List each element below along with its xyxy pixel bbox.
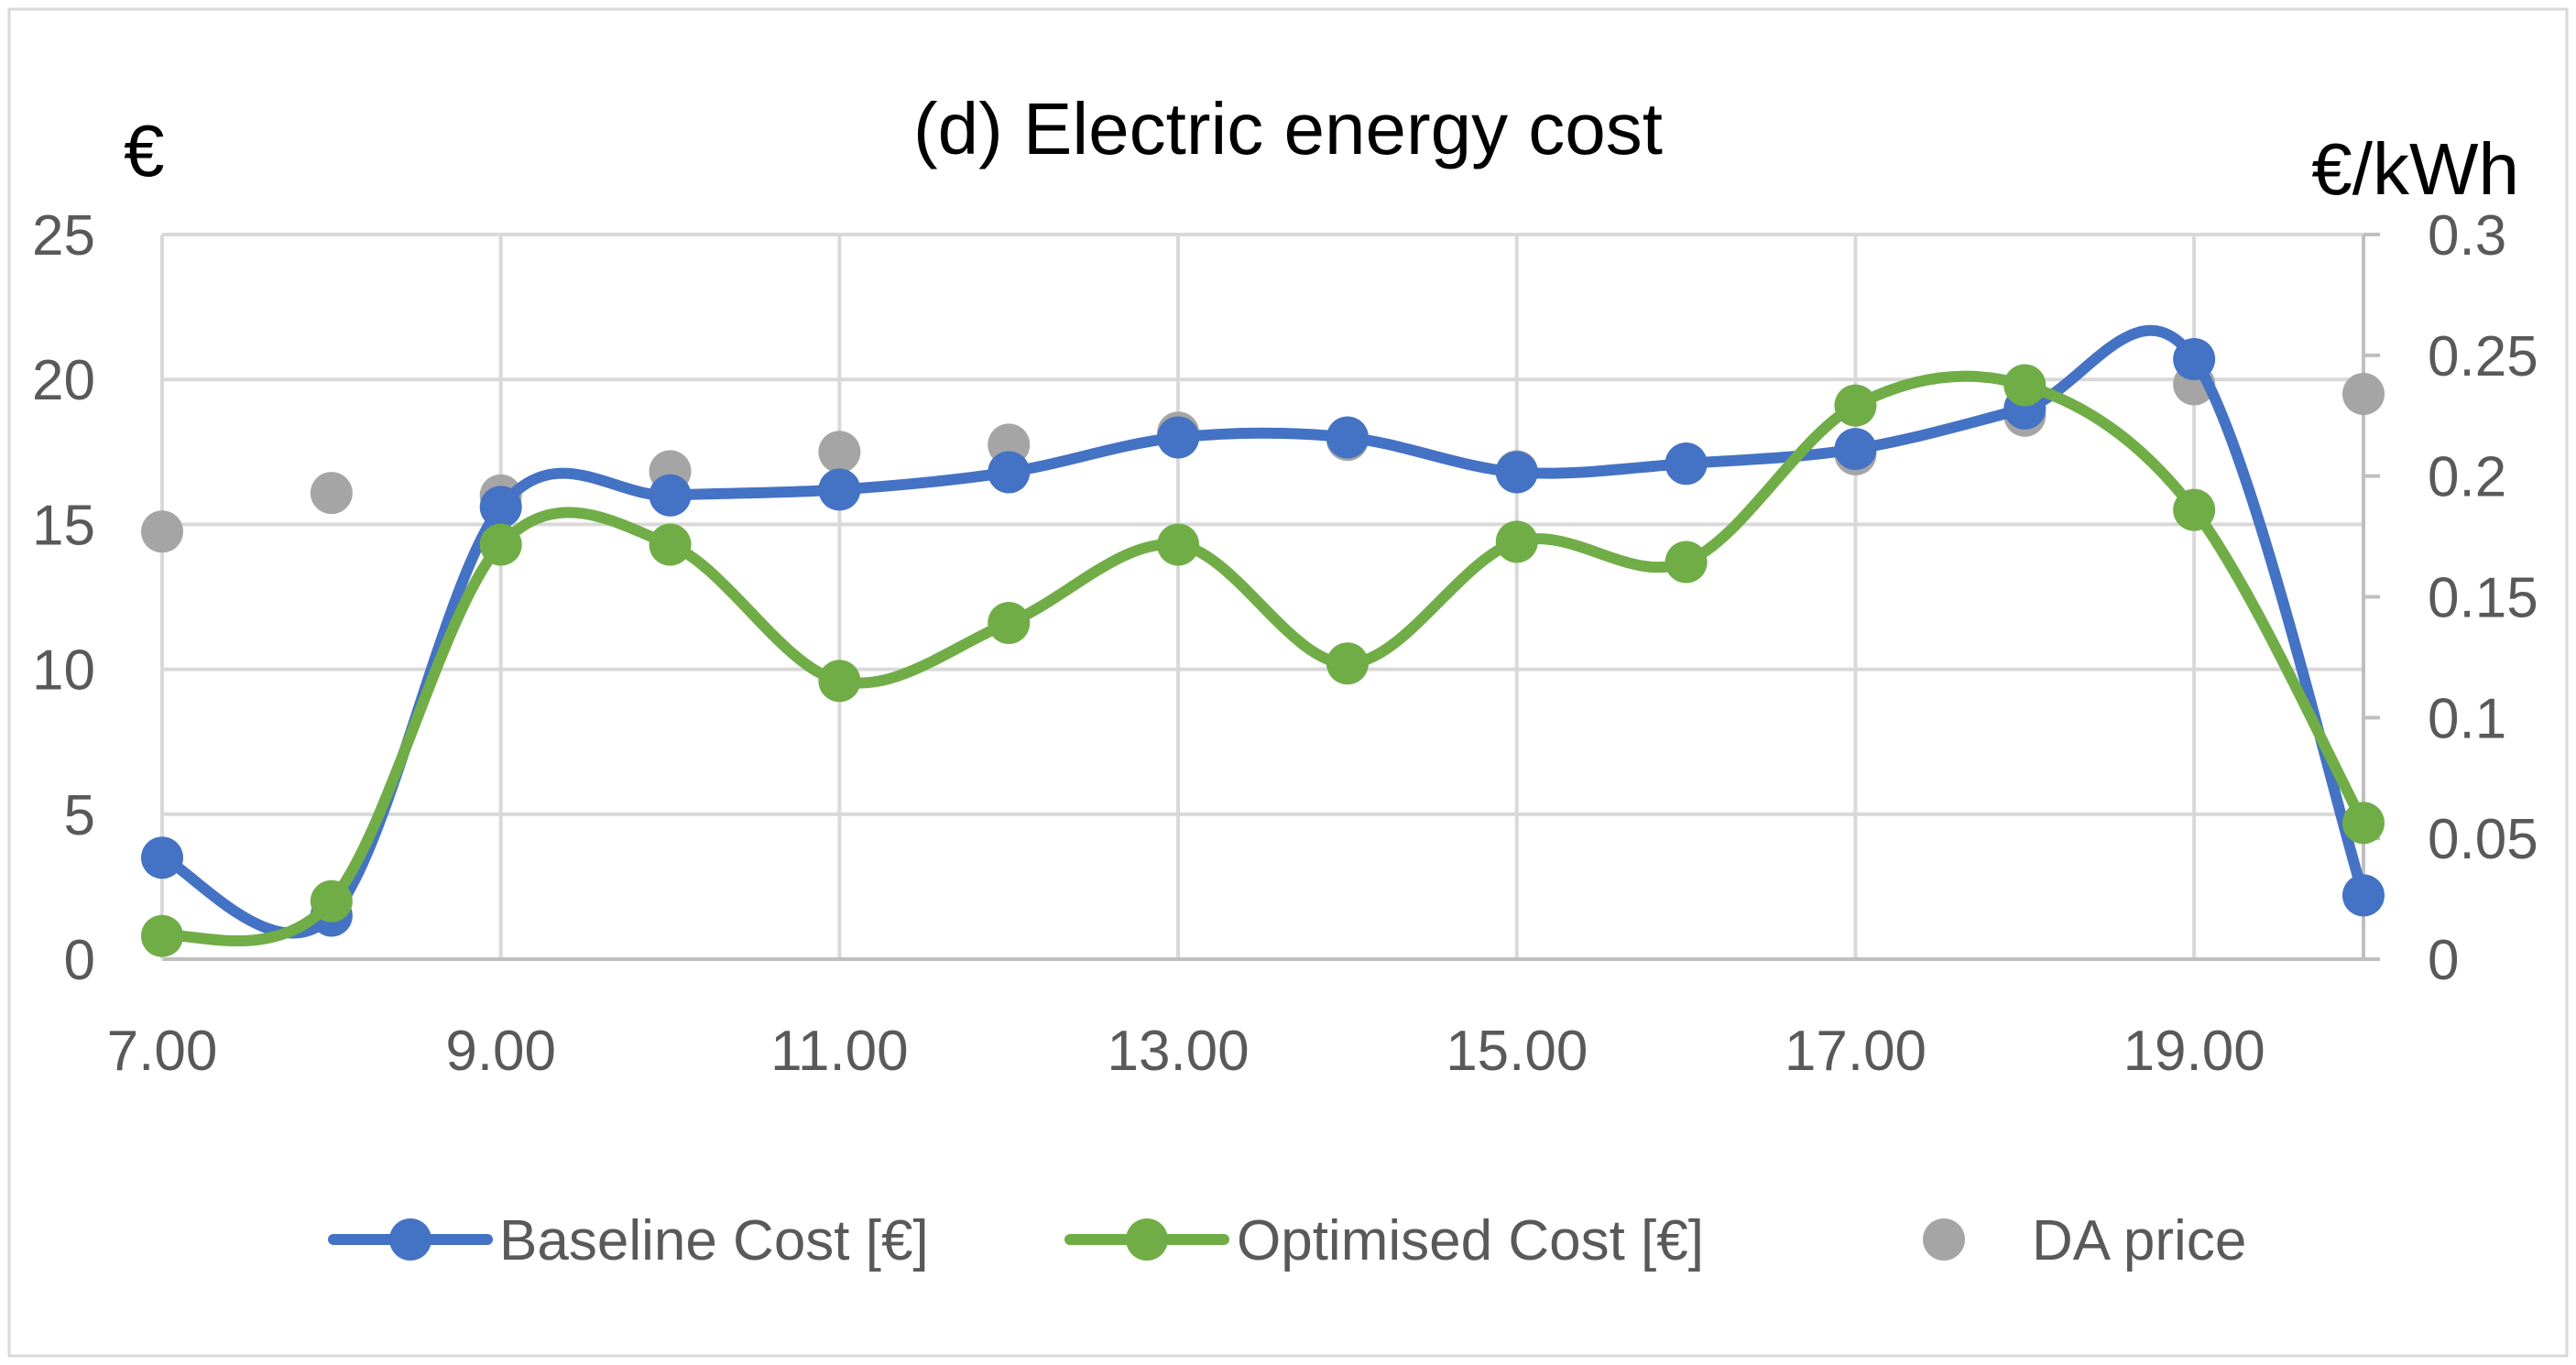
baseline-cost-point: [479, 486, 522, 529]
baseline-cost-point: [818, 468, 861, 511]
optimised-cost-point: [2342, 802, 2385, 845]
legend-baseline-cost-marker: [389, 1218, 431, 1261]
optimised-cost-point: [649, 523, 692, 566]
optimised-cost-point: [2003, 364, 2047, 407]
chart-title: (d) Electric energy cost: [913, 88, 1663, 169]
baseline-cost-point: [2173, 338, 2216, 381]
optimised-cost-point: [988, 601, 1031, 644]
baseline-cost-point: [2342, 874, 2385, 917]
baseline-cost-line: [157, 324, 2369, 939]
optimised-cost-point: [310, 879, 353, 923]
legend-da-price-label: DA price: [2032, 1209, 2246, 1272]
x-axis-tick-label: 7.00: [107, 1020, 218, 1083]
left-axis-tick-label: 5: [64, 784, 95, 847]
baseline-cost-point: [1834, 428, 1877, 471]
right-axis-tick-label: 0.25: [2428, 325, 2538, 388]
da-price-point: [310, 472, 353, 515]
optimised-cost-point: [1495, 520, 1538, 563]
x-axis-tick-label: 11.00: [770, 1020, 909, 1083]
right-axis-tick-label: 0.1: [2428, 687, 2506, 750]
x-axis-tick-label: 17.00: [1785, 1020, 1927, 1083]
optimised-cost-point: [1157, 523, 1200, 566]
x-axis-tick-label: 9.00: [445, 1020, 556, 1083]
legend-baseline-cost-label: Baseline Cost [€]: [499, 1209, 929, 1272]
x-axis-tick-label: 13.00: [1107, 1020, 1249, 1083]
baseline-cost-point: [1326, 416, 1369, 459]
legend-optimised-cost-label: Optimised Cost [€]: [1237, 1209, 1704, 1272]
right-axis-tick-label: 0.2: [2428, 446, 2506, 509]
left-axis-unit-label: €: [124, 110, 165, 191]
da-price-point: [141, 510, 183, 553]
baseline-cost-point: [649, 474, 692, 517]
right-axis-tick-label: 0: [2428, 929, 2459, 992]
baseline-cost-point: [141, 836, 183, 879]
left-axis-tick-label: 15: [32, 494, 95, 557]
optimised-cost-point: [1326, 642, 1369, 685]
right-axis-tick-label: 0.3: [2428, 204, 2506, 268]
chart-border: [7, 7, 2569, 1358]
left-axis-tick-label: 25: [32, 204, 95, 268]
baseline-cost-point: [1665, 442, 1708, 485]
right-axis-tick-label: 0.05: [2428, 808, 2538, 871]
baseline-cost-point: [988, 451, 1031, 494]
baseline-cost-point: [1495, 451, 1538, 494]
legend-optimised-cost-marker: [1126, 1218, 1168, 1261]
left-axis-tick-label: 10: [32, 639, 95, 703]
baseline-cost-point: [1157, 416, 1200, 459]
legend: Baseline Cost [€] Optimised Cost [€] DA pr…: [328, 1209, 2246, 1272]
right-axis-unit-label: €/kWh: [2311, 128, 2519, 210]
optimised-cost-point: [2173, 488, 2216, 531]
optimised-cost-point: [1834, 384, 1877, 427]
optimised-cost-point: [479, 523, 522, 566]
optimised-cost-point: [818, 660, 861, 703]
x-axis-tick-label: 19.00: [2123, 1020, 2265, 1083]
da-price-point: [2342, 373, 2385, 416]
left-axis-tick-label: 20: [32, 349, 95, 412]
right-axis-tick-label: 0.15: [2428, 567, 2538, 630]
da-price-point: [818, 431, 861, 474]
plot-area: [141, 324, 2385, 957]
legend-da-price-marker: [1923, 1218, 1965, 1261]
left-axis-tick-label: 0: [64, 929, 95, 992]
optimised-cost-point: [1665, 541, 1708, 584]
optimised-cost-point: [141, 914, 183, 957]
x-axis-tick-label: 15.00: [1446, 1020, 1588, 1083]
